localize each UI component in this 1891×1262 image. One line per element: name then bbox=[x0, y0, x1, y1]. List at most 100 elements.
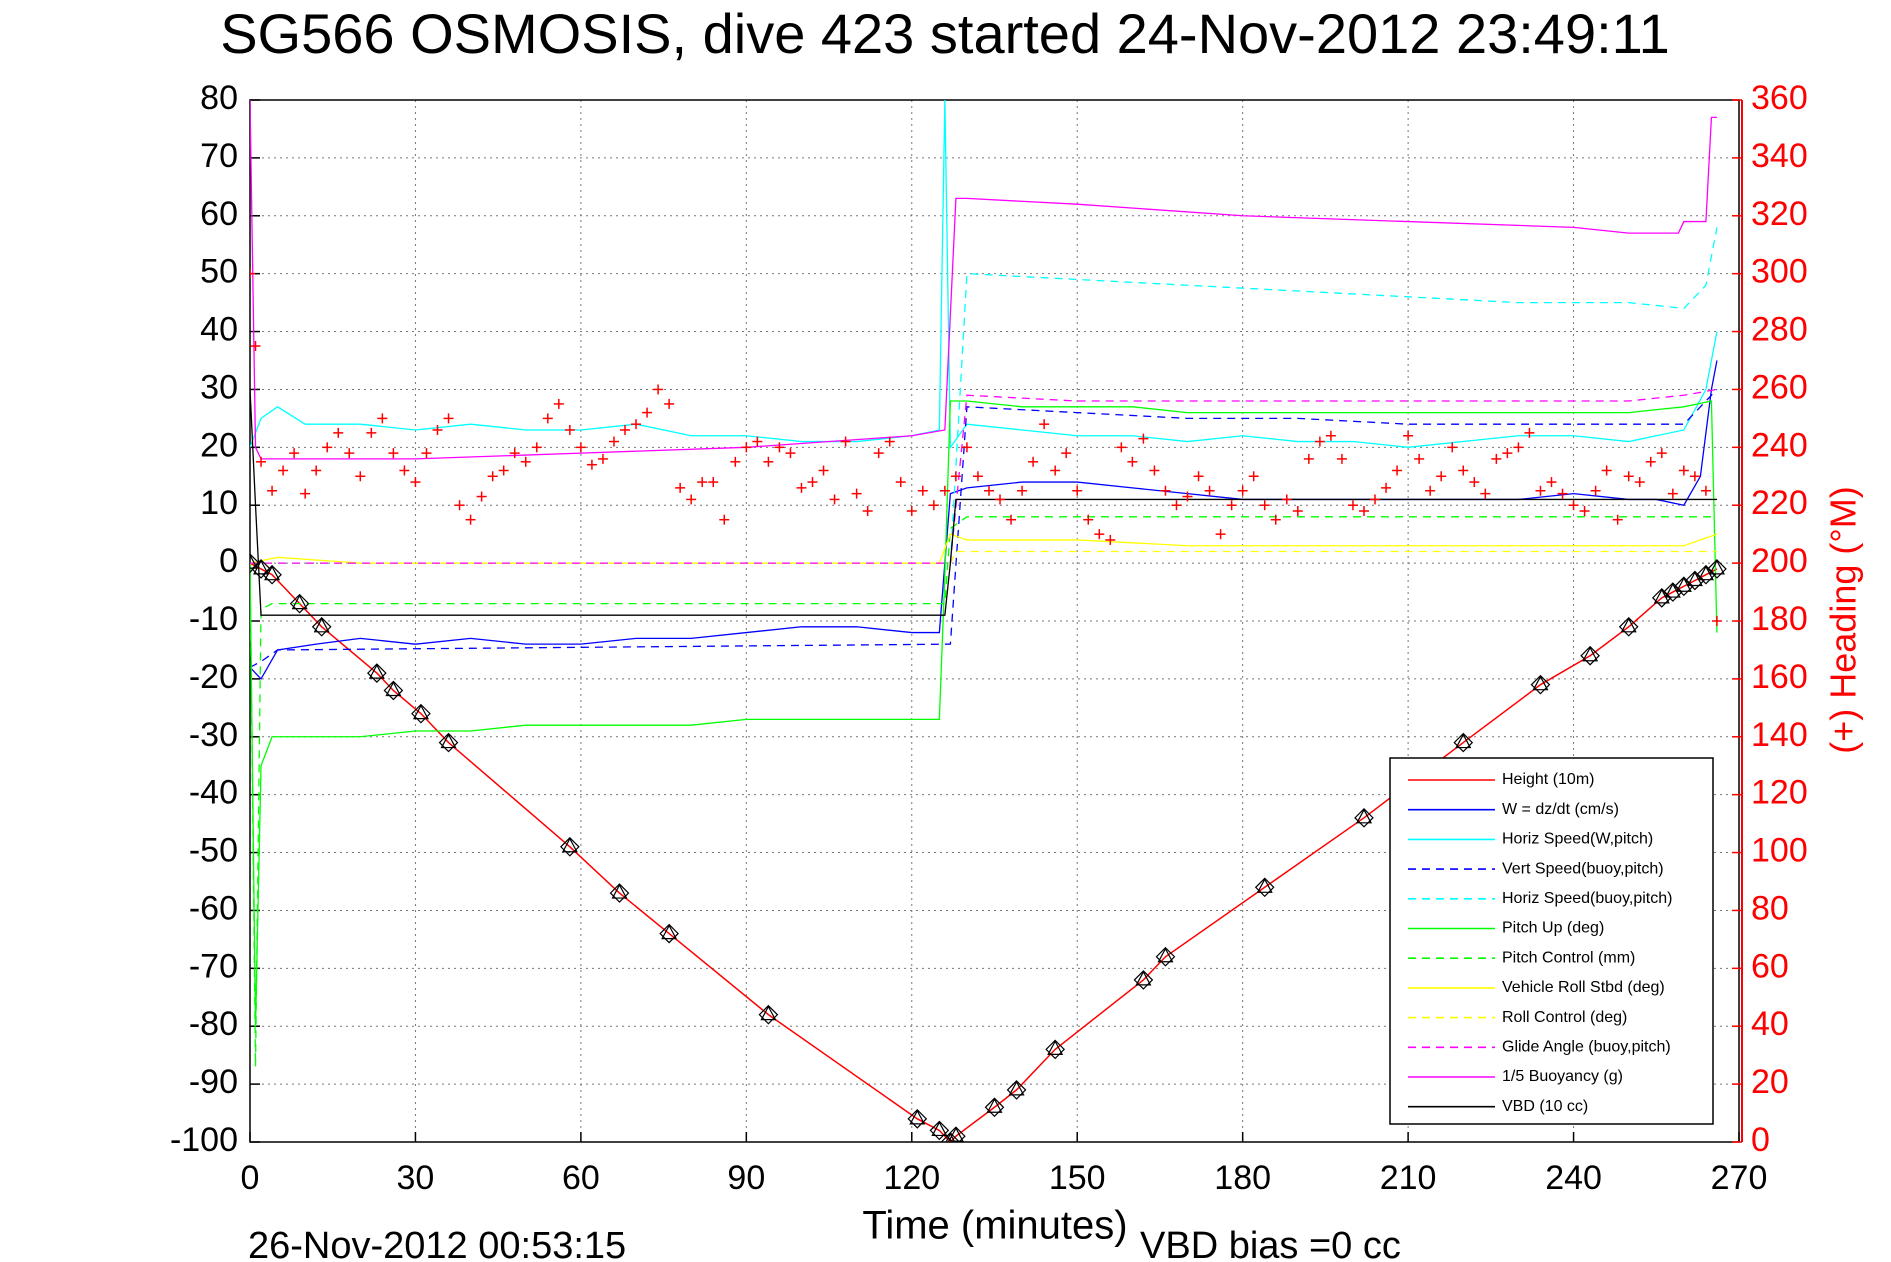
left-tick-label: 70 bbox=[200, 137, 238, 175]
dive-marker-triangle-30 bbox=[1675, 577, 1692, 592]
dive-marker-diamond-20 bbox=[1133, 970, 1154, 990]
series-line-0 bbox=[250, 562, 1718, 1142]
dive-marker-triangle-3 bbox=[291, 594, 308, 610]
dive-marker-triangle-5 bbox=[368, 663, 385, 679]
dive-marker-diamond-5 bbox=[366, 663, 387, 683]
dive-marker-triangle-24 bbox=[1455, 733, 1472, 749]
x-tick-label: 0 bbox=[241, 1159, 260, 1197]
dive-marker-diamond-33 bbox=[1707, 559, 1727, 579]
series-line-3 bbox=[250, 388, 1718, 668]
right-tick-label: 120 bbox=[1751, 774, 1808, 812]
left-tick-label: -10 bbox=[189, 600, 238, 638]
dive-marker-triangle-7 bbox=[412, 704, 429, 720]
left-tick-label: -60 bbox=[189, 889, 238, 927]
chart-title: SG566 OSMOSIS, dive 423 started 24-Nov-2… bbox=[220, 2, 1670, 65]
dive-marker-triangle-12 bbox=[760, 1005, 777, 1021]
right-tick-label: 140 bbox=[1751, 716, 1808, 754]
legend-label-5: Pitch Up (deg) bbox=[1502, 920, 1604, 937]
dive-marker-diamond-13 bbox=[907, 1108, 928, 1129]
right-tick-label: 360 bbox=[1751, 79, 1808, 117]
dive-marker-triangle-13 bbox=[909, 1109, 926, 1125]
dive-marker-triangle-1 bbox=[253, 559, 270, 575]
right-tick-label: 20 bbox=[1751, 1063, 1789, 1101]
dive-marker-triangle-17 bbox=[986, 1098, 1003, 1113]
series-line-1 bbox=[250, 360, 1718, 680]
dive-marker-diamond-30 bbox=[1674, 576, 1694, 597]
legend-label-6: Pitch Control (mm) bbox=[1502, 949, 1635, 966]
dive-marker-diamond-14 bbox=[929, 1120, 950, 1141]
x-tick-label: 60 bbox=[562, 1159, 600, 1197]
left-tick-label: -20 bbox=[189, 658, 238, 696]
dive-marker-diamond-3 bbox=[289, 593, 310, 614]
left-tick-label: 0 bbox=[219, 542, 238, 580]
dive-marker-triangle-32 bbox=[1697, 565, 1714, 581]
right-tick-label: 340 bbox=[1751, 137, 1808, 175]
legend-label-4: Horiz Speed(buoy,pitch) bbox=[1502, 890, 1672, 907]
dive-marker-triangle-19 bbox=[1047, 1040, 1064, 1055]
right-tick-label: 240 bbox=[1751, 426, 1808, 464]
x-axis-label: Time (minutes) bbox=[862, 1204, 1127, 1248]
series-line-10 bbox=[250, 100, 1717, 460]
dive-marker-triangle-33 bbox=[1708, 559, 1725, 575]
dive-marker-triangle-11 bbox=[661, 924, 678, 940]
dive-marker-triangle-10 bbox=[611, 883, 628, 899]
dive-marker-triangle-18 bbox=[1008, 1080, 1025, 1096]
left-tick-label: -50 bbox=[189, 832, 238, 870]
x-tick-label: 240 bbox=[1545, 1159, 1602, 1197]
left-tick-label: 80 bbox=[200, 79, 238, 117]
left-tick-label: 40 bbox=[200, 311, 238, 349]
dive-marker-triangle-21 bbox=[1157, 947, 1174, 963]
x-tick-label: 270 bbox=[1711, 1159, 1768, 1197]
right-axis-label: (+) Heading (°M) bbox=[1823, 486, 1864, 753]
dive-marker-triangle-22 bbox=[1256, 878, 1273, 893]
right-tick-label: 260 bbox=[1751, 368, 1808, 406]
left-tick-label: 20 bbox=[200, 426, 238, 464]
dive-marker-diamond-0 bbox=[250, 553, 260, 573]
series-line-7 bbox=[250, 533, 1718, 564]
dive-marker-diamond-18 bbox=[1006, 1080, 1027, 1100]
dive-marker-triangle-31 bbox=[1686, 571, 1703, 587]
footer-timestamp: 26-Nov-2012 00:53:15 bbox=[248, 1225, 626, 1262]
dive-marker-diamond-12 bbox=[758, 1004, 779, 1025]
legend-label-7: Vehicle Roll Stbd (deg) bbox=[1502, 979, 1665, 996]
dive-marker-diamond-28 bbox=[1651, 587, 1672, 608]
left-tick-label: 30 bbox=[200, 368, 238, 406]
right-tick-label: 320 bbox=[1751, 195, 1808, 233]
series-line-2 bbox=[250, 100, 1718, 450]
right-tick-label: 40 bbox=[1751, 1005, 1789, 1043]
dive-marker-triangle-20 bbox=[1135, 970, 1152, 986]
x-tick-label: 210 bbox=[1380, 1159, 1437, 1197]
series-line-4 bbox=[250, 227, 1718, 564]
dive-marker-diamond-10 bbox=[609, 883, 630, 903]
dive-marker-diamond-9 bbox=[560, 836, 580, 857]
right-tick-label: 280 bbox=[1751, 311, 1808, 349]
left-tick-label: -100 bbox=[170, 1121, 238, 1159]
x-tick-label: 30 bbox=[397, 1159, 435, 1197]
series-layer bbox=[250, 100, 1727, 1142]
dive-marker-triangle-25 bbox=[1532, 675, 1549, 691]
dive-marker-triangle-2 bbox=[264, 565, 281, 581]
left-tick-label: -70 bbox=[189, 947, 238, 985]
right-tick-label: 160 bbox=[1751, 658, 1808, 696]
dive-marker-triangle-15 bbox=[945, 1132, 956, 1142]
right-tick-label: 0 bbox=[1751, 1121, 1770, 1159]
dive-marker-diamond-32 bbox=[1696, 564, 1716, 585]
left-tick-label: -80 bbox=[189, 1005, 238, 1043]
dive-marker-diamond-4 bbox=[311, 616, 332, 637]
legend-label-3: Vert Speed(buoy,pitch) bbox=[1502, 860, 1664, 877]
right-tick-label: 300 bbox=[1751, 253, 1808, 291]
dive-marker-diamond-23 bbox=[1354, 807, 1374, 828]
left-tick-label: 10 bbox=[200, 484, 238, 522]
right-tick-label: 60 bbox=[1751, 947, 1789, 985]
series-line-11 bbox=[250, 389, 1717, 616]
left-tick-label: -40 bbox=[189, 774, 238, 812]
right-tick-label: 80 bbox=[1751, 889, 1789, 927]
legend-label-9: Glide Angle (buoy,pitch) bbox=[1502, 1039, 1671, 1056]
dive-marker-diamond-7 bbox=[411, 703, 431, 724]
dive-marker-diamond-11 bbox=[659, 923, 679, 944]
dive-marker-diamond-15 bbox=[940, 1132, 961, 1142]
dive-marker-diamond-26 bbox=[1580, 645, 1600, 666]
dive-marker-triangle-8 bbox=[440, 733, 457, 749]
